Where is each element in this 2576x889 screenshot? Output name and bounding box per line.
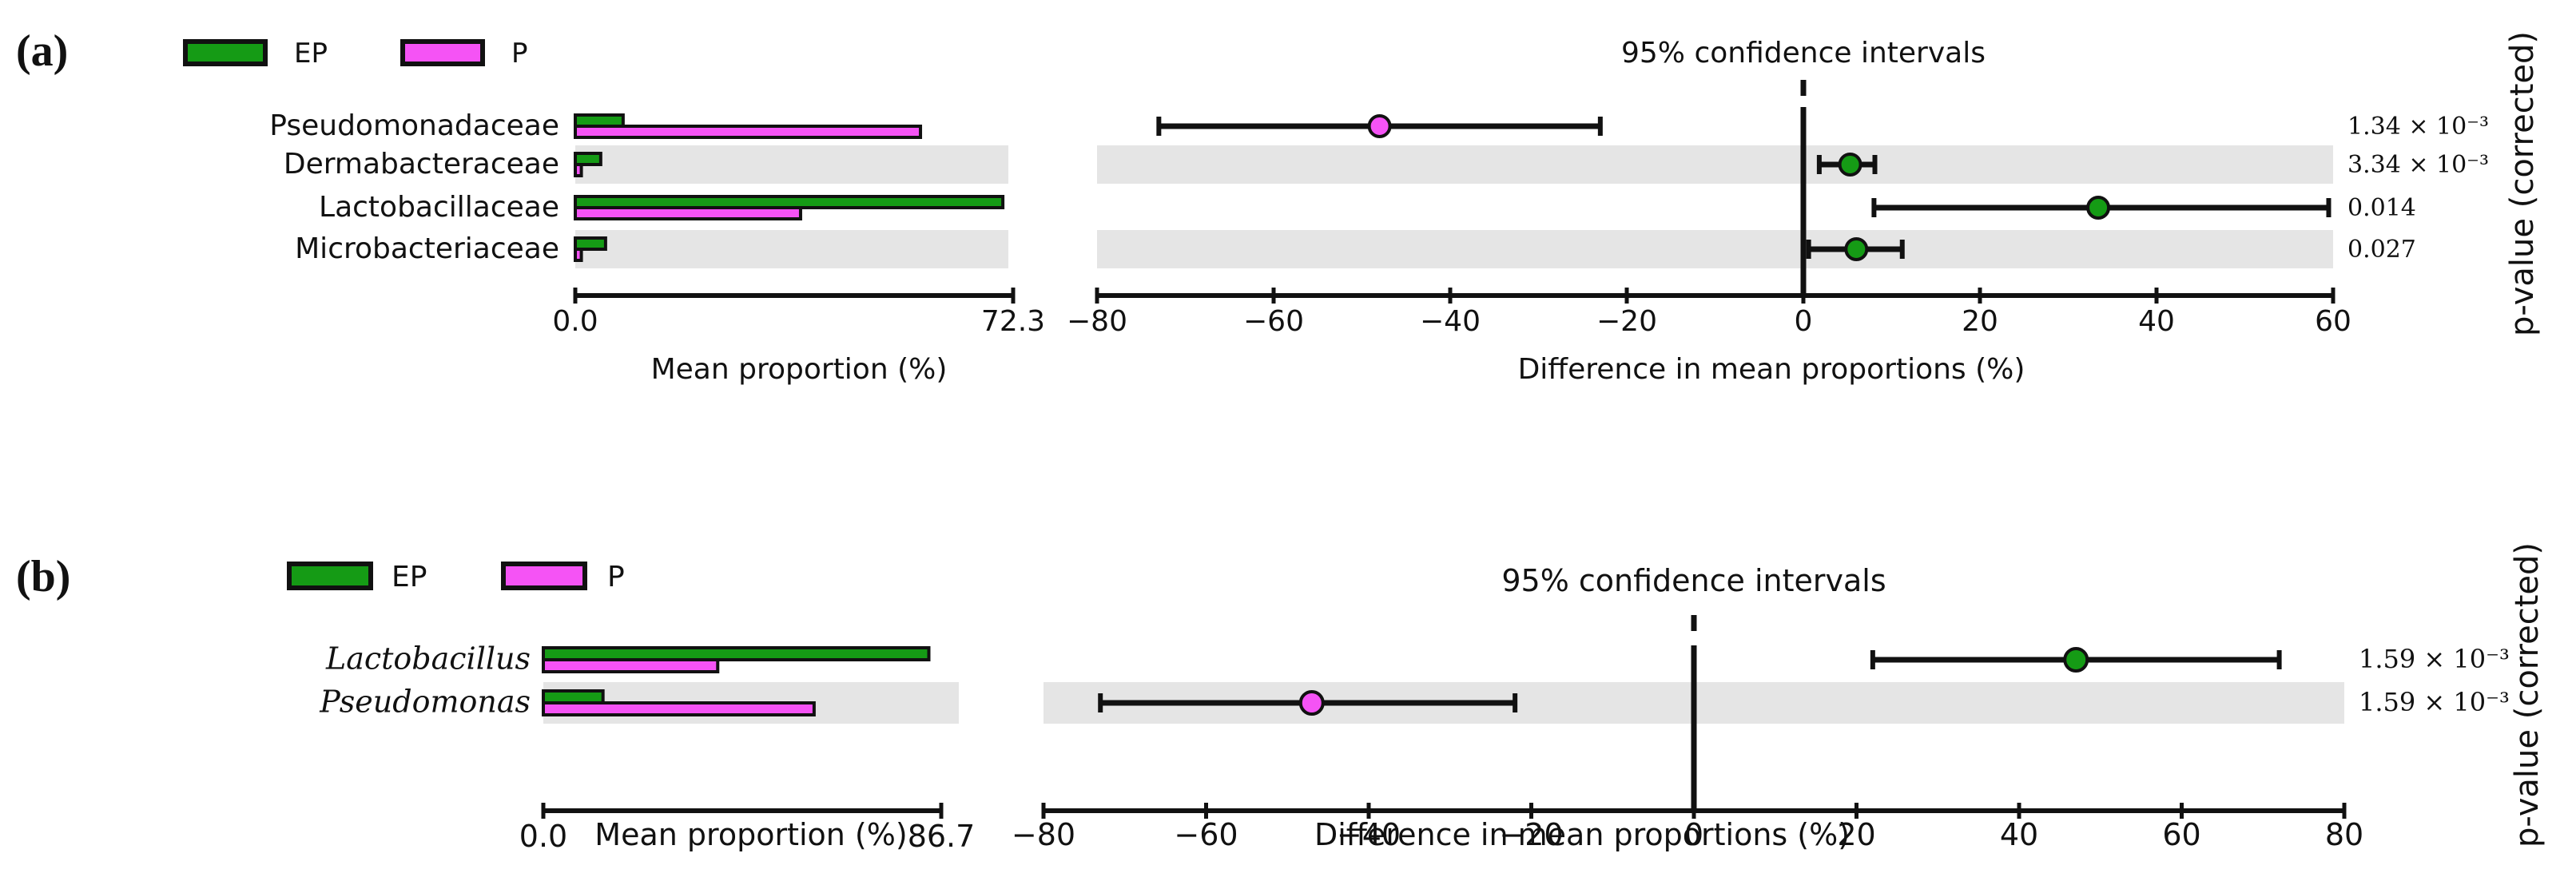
bar-x-label: Mean proportion (%) xyxy=(594,817,907,852)
category-label: Microbacteriaceae xyxy=(295,232,559,265)
ci-tick-label: −80 xyxy=(1067,305,1127,338)
ci-tick-label: 20 xyxy=(1962,305,1998,338)
bar-ep-1 xyxy=(574,152,602,166)
ci-mean-marker xyxy=(1838,153,1862,177)
category-label: Dermabacteraceae xyxy=(284,148,559,181)
legend-label-p: P xyxy=(511,38,528,69)
bar-ep-3 xyxy=(574,236,607,251)
bar-p-1 xyxy=(574,163,583,177)
p-value: 0.027 xyxy=(2347,236,2416,264)
legend-label-ep: EP xyxy=(392,561,427,593)
bar-tick-label: 86.7 xyxy=(908,819,976,854)
ci-tick-label: −20 xyxy=(1499,817,1563,852)
bar-ep-0 xyxy=(542,646,931,661)
ci-tick-label: −20 xyxy=(1596,305,1657,338)
ci-x-label: Difference in mean proportions (%) xyxy=(1518,353,2025,386)
ci-tick-label: 20 xyxy=(1837,817,1875,852)
ci-tick-label: 40 xyxy=(2138,305,2175,338)
bar-p-3 xyxy=(574,248,583,262)
bar-p-1 xyxy=(542,701,816,716)
p-value: 1.59 × 10⁻³ xyxy=(2359,644,2510,674)
ci-tick-label: −60 xyxy=(1243,305,1304,338)
legend-label-p: P xyxy=(607,561,625,593)
p-value-label: p-value (corrected) xyxy=(2504,31,2541,336)
ci-tick-label: 40 xyxy=(2000,817,2038,852)
ci-tick-label: −60 xyxy=(1174,817,1238,852)
ci-mean-marker xyxy=(2063,647,2089,673)
row-shade xyxy=(575,145,1008,184)
bar-tick-label: 72.3 xyxy=(981,305,1045,338)
category-label: Pseudomonadaceae xyxy=(269,109,559,142)
legend-swatch-ep xyxy=(183,39,268,66)
panel-b: (b) EP P Lactobacillus Pseudomonas 0.0 86.7Mea… xyxy=(16,542,2546,854)
ci-tick-label: −40 xyxy=(1337,817,1401,852)
panel-label: (a) xyxy=(16,26,68,76)
ci-tick-label: −40 xyxy=(1420,305,1481,338)
bar-tick-label: 0.0 xyxy=(552,305,598,338)
ci-mean-marker xyxy=(2086,196,2111,220)
ci-tick-label: 0 xyxy=(1795,305,1813,338)
bar-x-label: Mean proportion (%) xyxy=(651,353,948,386)
bar-ep-0 xyxy=(574,113,625,128)
panel-label: (b) xyxy=(16,552,70,601)
ci-tick-label: 0 xyxy=(1684,817,1703,852)
bar-p-2 xyxy=(574,206,802,220)
bar-tick-label: 0.0 xyxy=(519,819,567,854)
legend-label-ep: EP xyxy=(294,38,328,69)
legend-swatch-ep xyxy=(287,562,373,590)
ci-tick-label: 80 xyxy=(2325,817,2363,852)
ci-mean-marker xyxy=(1844,237,1869,261)
category-label: Lactobacillaceae xyxy=(319,191,559,224)
ci-title: 95% confidence intervals xyxy=(1621,37,1986,69)
ci-tick-label: 60 xyxy=(2315,305,2351,338)
ci-tick-label: −80 xyxy=(1012,817,1075,852)
category-label: Pseudomonas xyxy=(319,684,531,719)
ci-title: 95% confidence intervals xyxy=(1501,563,1886,598)
p-value: 1.34 × 10⁻³ xyxy=(2347,113,2489,141)
legend-swatch-p xyxy=(400,39,485,66)
row-shade xyxy=(1097,230,2333,268)
p-value: 0.014 xyxy=(2347,194,2416,222)
p-value-label: p-value (corrected) xyxy=(2509,542,2546,847)
row-shade xyxy=(575,230,1008,268)
ci-mean-marker xyxy=(1298,690,1325,716)
bar-p-0 xyxy=(542,658,720,673)
ci-tick-label: 60 xyxy=(2162,817,2200,852)
bar-ep-2 xyxy=(574,195,1005,209)
p-value: 1.59 × 10⁻³ xyxy=(2359,687,2510,717)
panel-a: (a) EP P Pseudomonadaceae Dermabacteraceae La… xyxy=(16,26,2541,386)
p-value: 3.34 × 10⁻³ xyxy=(2347,151,2489,179)
ci-x-label: Difference in mean proportions (%) xyxy=(1314,817,1850,852)
ci-mean-marker xyxy=(1367,114,1392,138)
row-shade xyxy=(1097,145,2333,184)
category-label: Lactobacillus xyxy=(325,641,531,676)
bar-ep-1 xyxy=(542,689,605,704)
legend-swatch-p xyxy=(501,562,587,590)
bar-p-0 xyxy=(574,125,923,139)
